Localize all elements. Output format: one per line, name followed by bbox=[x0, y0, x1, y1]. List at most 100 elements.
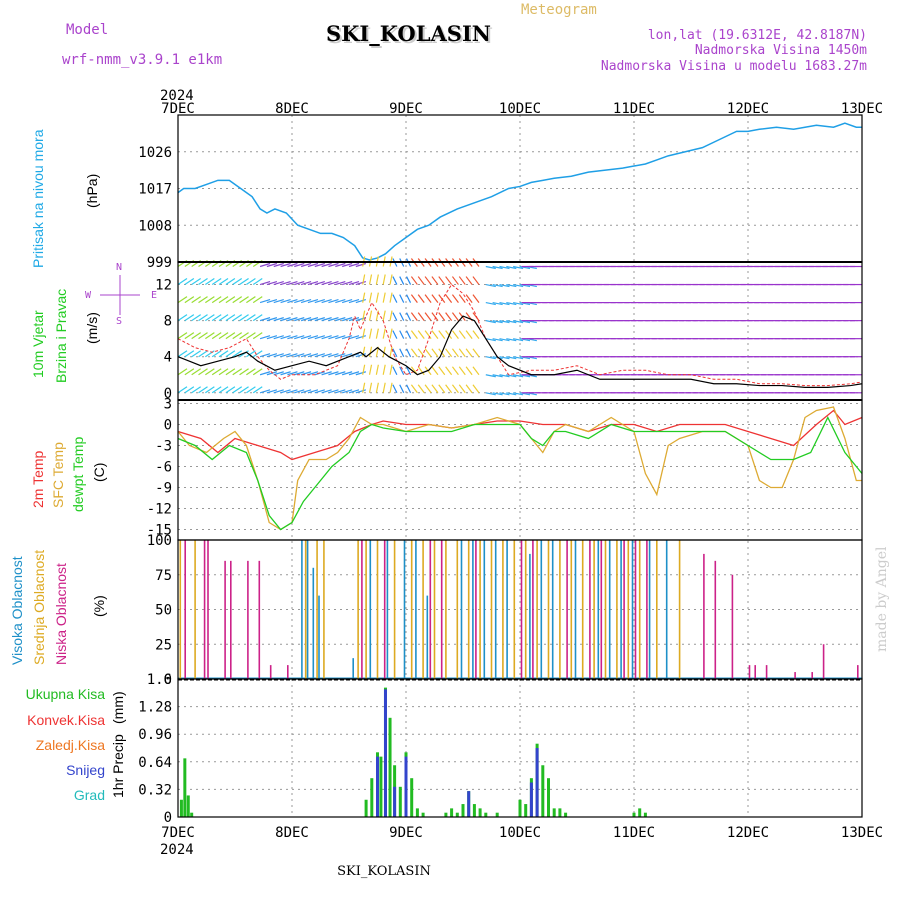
wind-arrow bbox=[465, 330, 473, 340]
wind-arrow bbox=[280, 353, 291, 358]
wind-arrow bbox=[458, 348, 466, 358]
wind-arrow bbox=[389, 382, 393, 393]
wind-arrow bbox=[506, 356, 517, 360]
wind-arrow bbox=[259, 299, 271, 304]
wind-arrow bbox=[252, 368, 263, 376]
wind-arrow bbox=[382, 382, 386, 393]
wind-arrow bbox=[424, 330, 432, 340]
x-tick-label-top: 12DEC bbox=[727, 101, 769, 117]
wind-arrow bbox=[458, 294, 466, 303]
y-tick-label: 50 bbox=[155, 603, 172, 619]
wind-arrow bbox=[191, 296, 202, 304]
precip-snow-bar bbox=[376, 756, 379, 817]
precip-axis-unit: (mm) bbox=[110, 691, 126, 724]
precip-total-bar bbox=[450, 808, 454, 817]
wind-arrow bbox=[273, 371, 284, 376]
wind-arrow bbox=[273, 299, 284, 304]
wind-arrow bbox=[246, 368, 256, 376]
wind-arrow bbox=[314, 317, 325, 322]
wind-arrow bbox=[458, 276, 466, 285]
wind-arrow bbox=[280, 299, 291, 304]
wind-arrow bbox=[506, 320, 517, 324]
wind-arrow bbox=[399, 348, 405, 357]
wind-arrow bbox=[280, 371, 291, 376]
wind-arrow bbox=[191, 314, 202, 322]
wind-arrow bbox=[198, 386, 208, 394]
wind-arrow bbox=[335, 389, 346, 394]
wind-compass-icon: N W E S bbox=[85, 262, 157, 327]
wind-arrow bbox=[389, 292, 393, 303]
x-tick-label-bottom: 12DEC bbox=[727, 825, 769, 841]
meteogram-title: Meteogram bbox=[521, 2, 597, 18]
y-tick-label: 0.96 bbox=[138, 727, 172, 743]
wind-arrow bbox=[410, 384, 418, 394]
wind-arrow bbox=[499, 338, 510, 342]
x-tick-label-bottom: 8DEC bbox=[275, 825, 309, 841]
wind-arrow bbox=[355, 299, 367, 304]
compass-n: N bbox=[116, 262, 122, 273]
y-tick-label: -6 bbox=[155, 460, 172, 476]
wind-arrow bbox=[399, 312, 405, 321]
wind-arrow bbox=[392, 330, 398, 339]
wind-arrow bbox=[218, 296, 229, 304]
precip-total-bar bbox=[186, 795, 190, 817]
wind-arrow bbox=[287, 353, 298, 358]
wind-arrow bbox=[451, 276, 459, 285]
wind-arrow bbox=[472, 384, 480, 394]
wind-arrow bbox=[513, 356, 524, 360]
wind-arrow bbox=[438, 312, 446, 321]
wind-arrow bbox=[465, 366, 473, 376]
wind-arrow bbox=[362, 328, 366, 339]
y-tick-label: 3 bbox=[164, 397, 172, 413]
wind-arrow bbox=[239, 296, 249, 304]
wind-arrow bbox=[472, 312, 480, 321]
x-tick-label-top: 10DEC bbox=[499, 101, 541, 117]
wind-arrow bbox=[307, 262, 319, 268]
y-tick-label: -15 bbox=[147, 523, 172, 539]
wind-arrow bbox=[392, 366, 398, 376]
wind-arrow bbox=[335, 299, 346, 304]
y-tick-label: -12 bbox=[147, 502, 172, 518]
wind-arrow bbox=[424, 348, 432, 358]
wind-arrow bbox=[300, 317, 312, 322]
wind-arrow bbox=[177, 386, 188, 394]
wind-arrow bbox=[445, 330, 453, 340]
wind-arrow bbox=[198, 350, 208, 358]
y-tick-label: 0.32 bbox=[138, 782, 172, 798]
wind-arrow bbox=[280, 335, 291, 340]
wind-arrow bbox=[239, 332, 249, 340]
wind-arrow bbox=[191, 350, 202, 358]
wind-arrow bbox=[321, 262, 332, 268]
cloud-label-mid: Srednja Oblacnost bbox=[31, 550, 47, 665]
wind-arrow bbox=[355, 280, 367, 286]
wind-arrow bbox=[287, 389, 298, 394]
wind-arrow bbox=[335, 280, 346, 286]
wind-arrow bbox=[499, 265, 510, 270]
wind-arrow bbox=[513, 338, 524, 342]
wind-arrow bbox=[225, 314, 236, 322]
wind-arrow bbox=[184, 278, 195, 286]
wind-arrow bbox=[321, 353, 332, 358]
wind-arrow bbox=[328, 389, 339, 394]
wind-arrow bbox=[335, 353, 346, 358]
wind-arrow bbox=[307, 389, 319, 394]
wind-arrow bbox=[368, 274, 373, 285]
wind-arrow bbox=[218, 368, 229, 376]
wind-arrow bbox=[485, 338, 496, 342]
wind-arrow bbox=[348, 335, 360, 340]
wind-arrow bbox=[438, 276, 446, 285]
temp-label-2m: 2m Temp bbox=[30, 450, 46, 508]
wind-arrow bbox=[321, 371, 332, 376]
precip-legend-snow: Snijeg bbox=[66, 762, 105, 778]
wind-arrow bbox=[368, 382, 373, 393]
temp-unit: (C) bbox=[91, 463, 107, 482]
wind-arrow bbox=[341, 335, 353, 340]
wind-arrow bbox=[485, 374, 496, 378]
wind-arrow bbox=[399, 384, 405, 394]
wind-arrow bbox=[382, 310, 386, 321]
wind-arrow bbox=[314, 389, 325, 394]
wind-arrow bbox=[519, 283, 531, 288]
wind-arrow bbox=[506, 374, 517, 378]
precip-total-bar bbox=[415, 808, 419, 817]
